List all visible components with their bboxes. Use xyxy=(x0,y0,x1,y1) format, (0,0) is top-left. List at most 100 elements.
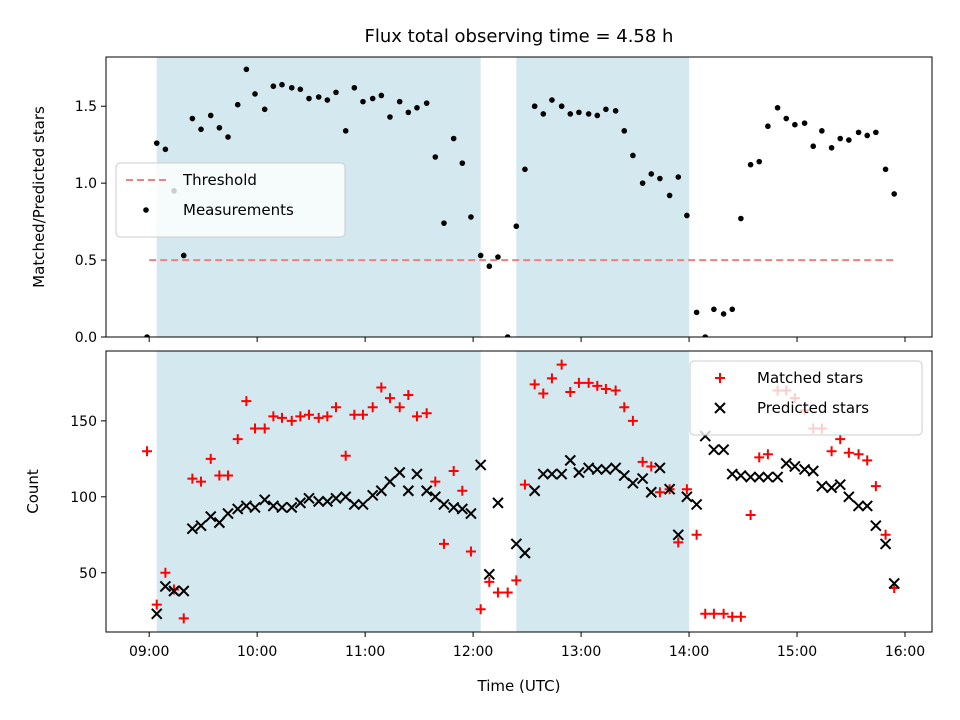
matched-stars-point xyxy=(384,393,395,404)
predicted-stars-point xyxy=(303,492,315,505)
predicted-stars-point xyxy=(825,481,838,494)
matched-stars-point xyxy=(330,402,341,413)
measurements-point xyxy=(810,143,817,150)
measurements-point xyxy=(315,94,322,100)
measurements-point xyxy=(459,160,466,166)
predicted-stars-legend-swatch xyxy=(714,402,726,414)
predicted-stars-point xyxy=(888,577,900,590)
measurements-point xyxy=(486,263,493,270)
matched-stars-point xyxy=(241,396,252,407)
matched-stars-point xyxy=(835,434,846,445)
matched-stars-point xyxy=(187,473,198,484)
matched-stars-point xyxy=(691,529,702,540)
measurements-point xyxy=(450,135,457,142)
matched-stars-point xyxy=(610,385,621,396)
matched-stars-point xyxy=(700,608,711,619)
measurements-point xyxy=(864,132,871,139)
matched-stars-point xyxy=(340,450,351,461)
matched-stars-point xyxy=(646,461,657,472)
measurements-point xyxy=(765,123,771,130)
measurements-point xyxy=(162,146,169,153)
predicted-stars-point xyxy=(402,485,415,497)
matched-stars-point xyxy=(303,409,314,420)
matched-stars-point xyxy=(556,359,567,370)
measurements-point xyxy=(585,111,592,117)
x-tick-label: 12:00 xyxy=(453,644,493,660)
measurements-point xyxy=(756,158,763,165)
y-tick-label: 1.0 xyxy=(75,176,97,192)
measurements-point xyxy=(522,166,528,173)
measurements-point xyxy=(882,166,889,173)
matched-stars-point xyxy=(276,412,287,423)
predicted-stars-point xyxy=(654,462,666,474)
predicted-stars-point xyxy=(708,444,720,456)
measurements-point xyxy=(774,104,781,111)
measurements-point xyxy=(405,109,412,116)
predicted-stars-point xyxy=(843,491,855,503)
predicted-stars-point xyxy=(159,580,172,593)
matched-stars-point xyxy=(313,412,324,423)
predicted-stars-point xyxy=(348,498,361,511)
measurements-point xyxy=(252,91,258,97)
measurements-point xyxy=(621,128,628,134)
chart-title: Flux total observing time = 4.58 h xyxy=(365,26,674,47)
predicted-stars-point xyxy=(816,480,828,492)
measurements-legend-swatch xyxy=(143,207,149,213)
measurements-point xyxy=(792,121,798,128)
x-tick-label: 13:00 xyxy=(561,644,601,660)
predicted-stars-point xyxy=(474,459,487,471)
predicted-stars-point xyxy=(870,519,882,532)
predicted-stars-point xyxy=(375,485,388,497)
predicted-stars-point xyxy=(564,454,576,467)
measurements-point xyxy=(693,309,700,316)
measurements-point xyxy=(369,95,376,102)
measurements-point xyxy=(891,191,898,197)
measurements-point xyxy=(153,140,160,146)
matched-stars-point xyxy=(538,388,549,399)
measurements-point xyxy=(270,83,277,90)
predicted-stars-point xyxy=(519,547,531,559)
matched-stars-point xyxy=(465,546,476,557)
matched-stars-legend-swatch xyxy=(715,373,725,383)
measurements-point xyxy=(666,192,673,199)
predicted-stars-point xyxy=(321,495,334,508)
predicted-stars-point xyxy=(735,469,747,482)
predicted-stars-point xyxy=(286,501,298,514)
matched-stars-point xyxy=(196,476,207,487)
predicted-stars-point xyxy=(744,471,757,483)
predicted-stars-point xyxy=(690,498,703,511)
measurements-point xyxy=(828,144,835,151)
plot-frame xyxy=(105,350,933,633)
x-tick-label: 15:00 xyxy=(777,644,817,660)
legend-box xyxy=(689,360,923,436)
plot-frame xyxy=(105,56,933,338)
predicted-stars-point xyxy=(222,507,234,520)
predicted-stars-point xyxy=(195,519,207,532)
predicted-stars-point xyxy=(205,510,217,523)
predicted-stars-point xyxy=(807,465,819,477)
predicted-stars-point xyxy=(780,457,792,470)
predicted-stars-point xyxy=(591,463,603,476)
predicted-stars-point xyxy=(213,516,226,529)
y-tick-label: 0.5 xyxy=(75,253,97,269)
predicted-stars-point xyxy=(267,500,280,512)
measurements-point xyxy=(711,306,717,313)
matched-stars-point xyxy=(519,479,530,490)
measurements-point xyxy=(657,175,663,182)
measurements-point xyxy=(684,212,690,219)
matched-stars-point xyxy=(367,402,378,413)
measurements-point xyxy=(738,215,744,222)
ratio-panel: 0.0 0.5 1.0 1.5 Matched/Predicted stars Thres… xyxy=(30,56,933,346)
measurements-point xyxy=(630,152,636,159)
x-tick-label: 09:00 xyxy=(129,644,169,660)
matched-stars-point xyxy=(322,411,333,422)
predicted-stars-point xyxy=(582,462,595,474)
predicted-stars-point xyxy=(357,498,369,511)
matched-stars-point xyxy=(546,373,557,384)
measurements-point xyxy=(612,108,619,114)
y-tick-label: 1.5 xyxy=(75,99,97,115)
measurements-point xyxy=(468,214,474,220)
predicted-stars-point xyxy=(465,507,477,520)
matched-stars-point xyxy=(843,447,854,458)
